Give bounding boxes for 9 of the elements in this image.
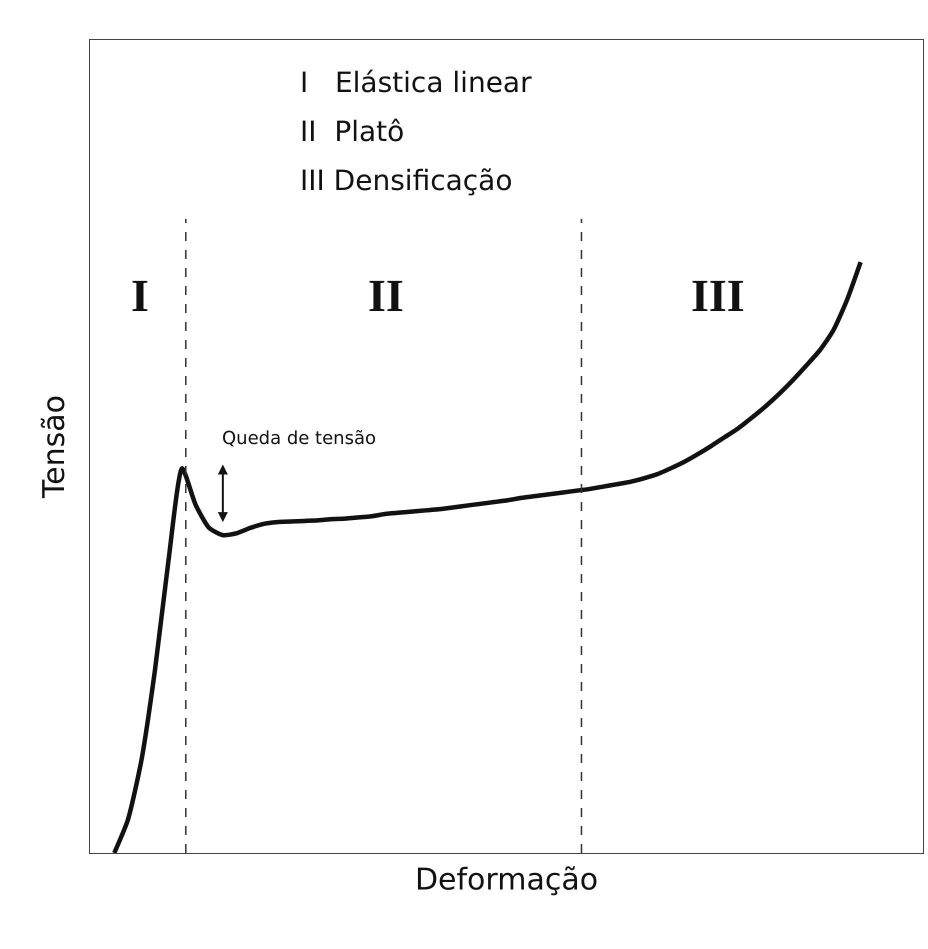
x-axis-title: Deformação xyxy=(414,862,598,898)
annotation: I xyxy=(131,270,149,321)
text: I Elástica linear xyxy=(300,66,532,99)
annotation: Queda de tensão xyxy=(222,428,376,449)
text: II Platô xyxy=(300,115,404,148)
y-axis-title: Tensão xyxy=(37,394,72,500)
text: III Densificação xyxy=(300,164,512,197)
annotation: III xyxy=(691,270,745,321)
annotation: II xyxy=(368,270,404,321)
